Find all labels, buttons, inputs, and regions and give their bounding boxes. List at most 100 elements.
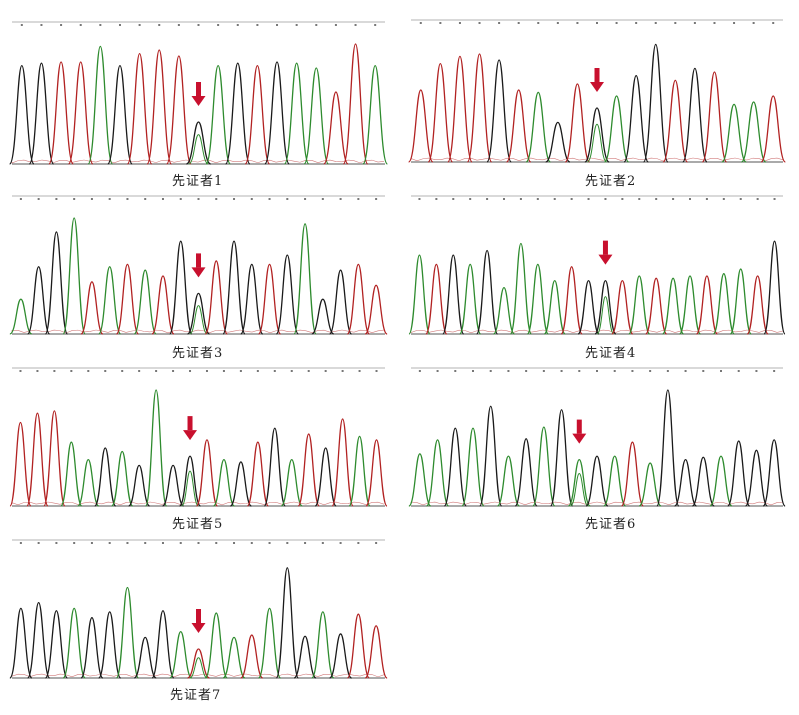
base-call-tick	[604, 198, 607, 200]
trace-peak	[126, 52, 153, 165]
noise-trace	[410, 501, 784, 506]
base-call-tick	[144, 542, 147, 544]
secondary-peak	[189, 657, 208, 679]
base-call-tick	[36, 370, 39, 372]
trace-peak	[628, 275, 651, 335]
trace-peak	[222, 240, 246, 335]
noise-trace	[410, 157, 784, 162]
chromatogram-7	[9, 539, 388, 679]
base-call-tick	[578, 370, 581, 372]
base-call-tick	[375, 542, 378, 544]
base-call-tick	[613, 370, 616, 372]
trace-peak	[60, 441, 83, 507]
trace-peak	[611, 279, 634, 335]
base-call-tick	[99, 24, 102, 26]
base-call-tick	[375, 198, 378, 200]
base-call-tick	[155, 370, 158, 372]
trace-peak	[275, 567, 299, 679]
trace-peak	[603, 455, 627, 507]
base-call-tick	[197, 542, 200, 544]
base-call-tick	[138, 370, 141, 372]
base-call-tick	[19, 370, 22, 372]
base-call-tick	[649, 370, 652, 372]
base-call-tick	[286, 542, 289, 544]
proband-label-7: 先证者7	[170, 688, 222, 703]
noise-trace	[11, 159, 385, 164]
trace-peak	[293, 223, 317, 335]
trace-peak	[678, 275, 702, 335]
base-call-tick	[439, 22, 442, 24]
trace-peak	[107, 64, 133, 165]
base-call-tick	[537, 22, 540, 24]
chromatogram-panel-6: 先证者6	[408, 364, 786, 532]
base-call-tick	[542, 370, 545, 372]
trace-peak	[560, 266, 583, 335]
trace-peak	[564, 83, 591, 163]
mutation-arrow-shaft	[196, 609, 201, 623]
trace-peak	[526, 263, 549, 335]
trace-peak	[479, 405, 503, 507]
base-call-tick	[553, 198, 556, 200]
trace-peak	[408, 453, 432, 507]
secondary-peak	[586, 123, 608, 163]
base-call-tick	[286, 198, 289, 200]
base-call-tick	[179, 198, 182, 200]
base-call-tick	[418, 198, 421, 200]
base-call-tick	[189, 370, 192, 372]
base-call-tick	[256, 24, 259, 26]
base-call-tick	[55, 198, 58, 200]
base-call-tick	[256, 370, 259, 372]
base-call-tick	[570, 198, 573, 200]
base-call-tick	[596, 22, 598, 24]
trace-peak	[98, 611, 122, 679]
trace-peak	[673, 458, 698, 507]
trace-peak	[87, 45, 114, 165]
mutation-arrow-shaft	[576, 419, 582, 434]
chromatogram-panel-1: 先证者1	[9, 18, 388, 189]
trace-peak	[80, 281, 104, 335]
base-call-tick	[19, 542, 22, 544]
trace-peak	[187, 648, 210, 679]
trace-peak	[427, 62, 454, 163]
base-call-tick	[233, 542, 236, 544]
trace-peak	[425, 263, 448, 335]
mutation-arrow-icon	[191, 96, 206, 106]
base-call-tick	[375, 370, 378, 372]
trace-peak	[461, 427, 485, 507]
base-call-tick	[722, 198, 725, 200]
base-call-tick	[87, 370, 90, 372]
base-call-tick	[498, 22, 501, 24]
base-call-tick	[435, 198, 438, 200]
base-call-tick	[638, 198, 641, 200]
trace-peak	[28, 62, 55, 165]
base-call-tick	[215, 198, 218, 200]
trace-peak	[346, 613, 371, 679]
base-call-tick	[739, 198, 742, 200]
trace-peak	[311, 611, 335, 679]
trace-peak	[740, 101, 767, 163]
trace-peak	[545, 121, 571, 163]
base-call-tick	[556, 22, 559, 24]
trace-peak	[712, 273, 735, 335]
trace-peak	[204, 612, 228, 679]
base-call-tick	[458, 22, 461, 24]
trace-peak	[222, 636, 246, 679]
base-call-tick	[615, 22, 618, 24]
base-call-tick	[70, 370, 73, 372]
base-call-tick	[655, 198, 658, 200]
trace-peak	[44, 231, 69, 335]
base-call-tick	[55, 542, 58, 544]
trace-peak	[594, 279, 617, 335]
base-call-tick	[339, 542, 342, 544]
secondary-peak	[570, 473, 589, 507]
trace-peak	[115, 586, 140, 679]
trace-peak	[151, 275, 175, 335]
base-call-tick	[339, 198, 342, 200]
mutation-arrow-icon	[191, 267, 206, 278]
trace-peak	[133, 636, 157, 679]
proband-label-3: 先证者3	[172, 346, 224, 361]
trace-peak	[94, 447, 117, 507]
base-call-tick	[519, 198, 522, 200]
base-call-tick	[341, 370, 344, 372]
base-call-tick	[773, 370, 776, 372]
